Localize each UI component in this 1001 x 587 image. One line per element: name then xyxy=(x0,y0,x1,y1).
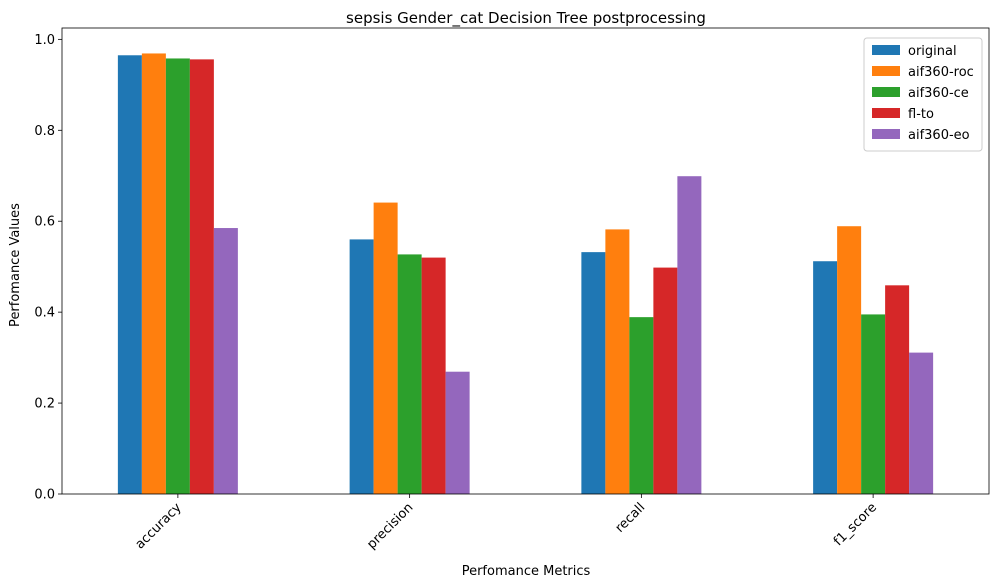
y-tick-label: 0.4 xyxy=(34,306,55,321)
bars-group xyxy=(117,53,934,495)
bar-aif360-roc-precision xyxy=(373,202,398,494)
bar-aif360-eo-f1_score xyxy=(909,352,934,494)
bar-original-accuracy xyxy=(117,55,142,495)
bar-aif360-ce-f1_score xyxy=(861,314,886,494)
legend-swatch-aif360-roc xyxy=(872,66,900,76)
y-tick-label: 0.2 xyxy=(34,397,55,412)
bar-fl-to-accuracy xyxy=(189,59,214,495)
bar-original-f1_score xyxy=(813,261,838,494)
legend-swatch-fl-to xyxy=(872,108,900,118)
chart-title: sepsis Gender_cat Decision Tree postproc… xyxy=(346,9,706,28)
bar-original-recall xyxy=(581,252,606,494)
y-axis-label: Perfomance Values xyxy=(8,203,23,327)
x-axis-label: Perfomance Metrics xyxy=(462,564,591,579)
legend-swatch-aif360-ce xyxy=(872,87,900,97)
x-tick-label-accuracy: accuracy xyxy=(133,500,185,552)
legend-label-original: original xyxy=(908,44,957,59)
bar-fl-to-precision xyxy=(421,257,446,494)
x-tick-label-recall: recall xyxy=(613,500,649,536)
bar-aif360-ce-recall xyxy=(629,317,654,494)
plot-frame xyxy=(61,27,990,495)
bar-aif360-roc-accuracy xyxy=(141,53,166,495)
bar-aif360-eo-accuracy xyxy=(213,228,238,495)
legend-label-aif360-eo: aif360-eo xyxy=(908,128,970,143)
legend: original aif360-roc aif360-ce fl-to aif360-e… xyxy=(863,37,983,152)
bar-aif360-eo-precision xyxy=(445,371,470,494)
bar-original-precision xyxy=(349,239,374,494)
bar-fl-to-recall xyxy=(653,267,678,494)
bar-aif360-roc-recall xyxy=(605,229,630,494)
y-tick-label: 0.8 xyxy=(34,124,55,139)
y-tick-label: 1.0 xyxy=(34,33,55,48)
legend-label-fl-to: fl-to xyxy=(908,107,934,122)
bar-aif360-eo-recall xyxy=(677,176,702,494)
legend-label-aif360-ce: aif360-ce xyxy=(908,86,969,101)
x-tick-label-precision: precision xyxy=(364,500,416,552)
legend-swatch-original xyxy=(872,45,900,55)
bar-aif360-ce-accuracy xyxy=(165,58,190,495)
legend-label-aif360-roc: aif360-roc xyxy=(908,65,974,80)
bar-aif360-ce-precision xyxy=(397,254,422,494)
legend-swatch-aif360-eo xyxy=(872,129,900,139)
y-tick-label: 0.0 xyxy=(34,488,55,503)
bar-fl-to-f1_score xyxy=(885,285,910,494)
bar-aif360-roc-f1_score xyxy=(837,226,862,494)
y-tick-label: 0.6 xyxy=(34,215,55,230)
x-tick-label-f1_score: f1_score xyxy=(831,500,880,549)
